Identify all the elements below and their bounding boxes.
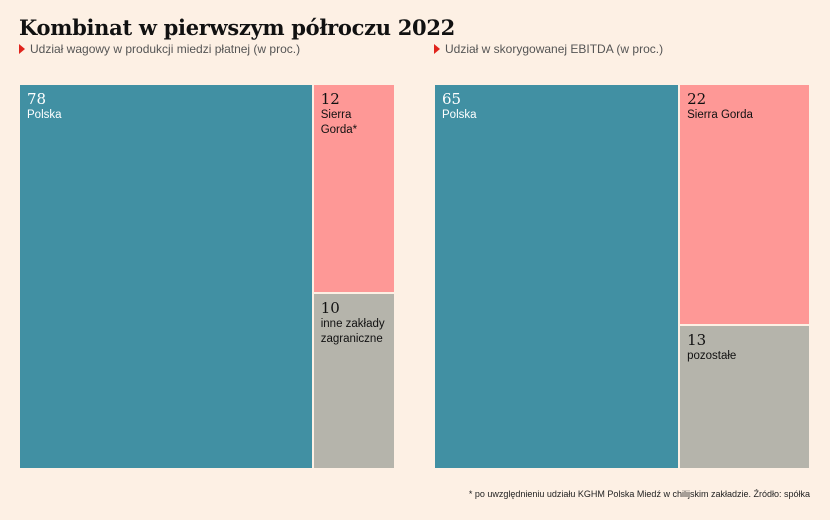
footnote: * po uwzględnieniu udziału KGHM Polska M… (468, 489, 810, 499)
chart-title: Kombinat w pierwszym półroczu 2022 (19, 15, 455, 40)
triangle-marker-icon (19, 44, 25, 54)
category-label: Sierra Gorda* (320, 109, 358, 136)
value-label: 65 (442, 90, 462, 108)
category-label: pozostałe (687, 349, 737, 362)
value-label: 78 (27, 90, 47, 108)
subtitle-left: Udział wagowy w produkcji miedzi płatnej… (19, 42, 300, 56)
subtitle-left-text: Udział wagowy w produkcji miedzi płatnej… (30, 42, 301, 56)
value-label: 22 (687, 90, 707, 108)
cell-sierra-gorda: 12 Sierra Gorda* (313, 85, 394, 292)
category-label: Polska (442, 109, 477, 121)
subtitle-right: Udział w skorygowanej EBITDA (w proc.) (434, 42, 663, 56)
category-label: inne zakłady zagraniczne (320, 317, 385, 345)
value-label: 10 (320, 298, 340, 317)
cell-polska: 65 Polska (435, 85, 679, 468)
cell-other: 13 pozostałe (680, 325, 809, 468)
cell-polska: 78 Polska (20, 85, 312, 468)
triangle-marker-icon (434, 44, 440, 54)
cell-other: 10 inne zakłady zagraniczne (313, 293, 394, 468)
category-label: Sierra Gorda (687, 109, 753, 121)
value-label: 13 (687, 330, 707, 349)
treemap-production: 78 Polska 12 Sierra Gorda* 10 inne zakłady za… (20, 85, 394, 468)
cell-sierra-gorda: 22 Sierra Gorda (680, 85, 809, 324)
treemap-ebitda: 65 Polska 22 Sierra Gorda 13 pozostałe (435, 85, 809, 468)
value-label: 12 (320, 90, 340, 108)
category-label: Polska (27, 109, 62, 121)
subtitle-right-text: Udział w skorygowanej EBITDA (w proc.) (445, 42, 664, 56)
